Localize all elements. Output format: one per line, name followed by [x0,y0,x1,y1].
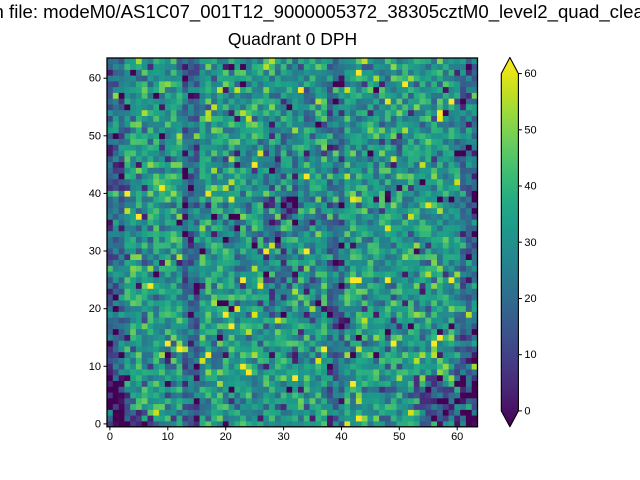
svg-text:0: 0 [524,405,530,417]
svg-text:10: 10 [89,361,101,373]
svg-text:30: 30 [524,237,536,249]
svg-text:50: 50 [89,130,101,142]
svg-text:40: 40 [335,431,347,443]
svg-text:30: 30 [277,431,289,443]
svg-text:20: 20 [220,431,232,443]
svg-text:50: 50 [393,431,405,443]
svg-text:20: 20 [524,293,536,305]
svg-text:30: 30 [89,246,101,258]
svg-text:40: 40 [89,188,101,200]
svg-text:0: 0 [107,431,113,443]
svg-text:40: 40 [524,181,536,193]
svg-text:60: 60 [524,68,536,80]
svg-text:10: 10 [162,431,174,443]
svg-text:20: 20 [89,303,101,315]
svg-text:60: 60 [89,73,101,85]
svg-text:50: 50 [524,124,536,136]
svg-text:60: 60 [451,431,463,443]
svg-text:0: 0 [95,418,101,430]
svg-text:10: 10 [524,349,536,361]
